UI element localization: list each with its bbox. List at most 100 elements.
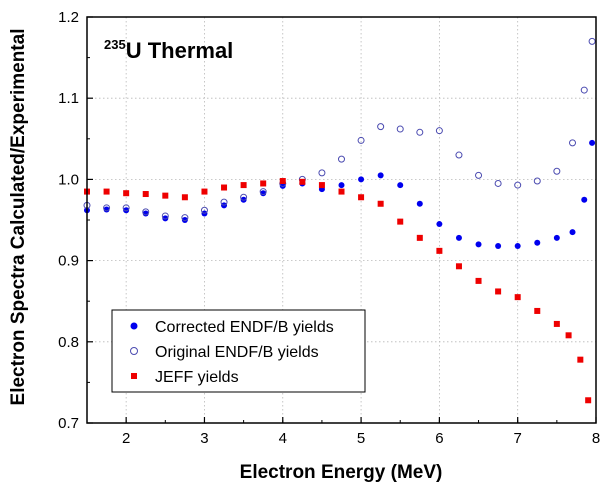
data-point	[569, 139, 577, 147]
legend-marker-original	[130, 347, 138, 355]
data-point	[577, 356, 584, 363]
data-point	[260, 180, 267, 187]
data-point	[475, 171, 483, 179]
data-point	[142, 191, 149, 198]
ticks: 2 3 4 5 6 7 8 0.7 0.8 0.9 1.0 1.1 1.2	[58, 9, 600, 447]
annotation-main: U Thermal	[126, 38, 234, 63]
data-point	[123, 207, 130, 214]
x-tick-label: 3	[200, 430, 208, 447]
x-tick-label: 4	[279, 430, 287, 447]
data-point	[181, 214, 189, 222]
data-point	[436, 247, 443, 254]
legend-marker-jeff	[131, 373, 137, 379]
data-point	[534, 307, 541, 314]
data-point	[435, 127, 443, 135]
data-point	[103, 188, 110, 195]
data-point	[377, 123, 385, 131]
legend-label-corrected: Corrected ENDF/B yields	[155, 319, 334, 336]
data-point	[514, 242, 521, 249]
data-point	[318, 182, 325, 189]
data-point	[240, 196, 247, 203]
data-point	[338, 182, 345, 189]
data-point	[161, 212, 169, 220]
data-point	[585, 397, 592, 404]
data-point	[122, 204, 130, 212]
data-point	[569, 229, 576, 236]
data-point	[534, 239, 541, 246]
legend-box	[111, 309, 366, 393]
data-point	[338, 155, 345, 163]
data-point	[436, 221, 443, 228]
data-point	[495, 288, 502, 295]
data-point	[279, 182, 286, 189]
data-point	[358, 176, 365, 183]
legend-marker-corrected	[130, 322, 138, 330]
data-point	[123, 190, 130, 197]
data-point	[553, 167, 561, 175]
data-point	[181, 194, 188, 201]
data-point	[475, 241, 482, 248]
x-tick-label: 8	[592, 430, 600, 447]
y-tick-label: 1.1	[58, 90, 79, 107]
data-point	[495, 242, 502, 249]
data-point	[279, 178, 286, 185]
data-point	[397, 218, 404, 225]
legend-label-jeff: JEFF yields	[155, 369, 239, 386]
x-tick-label: 6	[435, 430, 443, 447]
data-point	[377, 200, 384, 207]
data-point	[553, 234, 560, 241]
data-point	[377, 172, 384, 179]
data-point	[455, 263, 462, 270]
x-tick-label: 7	[514, 430, 522, 447]
data-point	[581, 196, 588, 203]
y-tick-label: 0.8	[58, 334, 79, 351]
data-point	[142, 208, 150, 216]
data-point	[588, 37, 596, 45]
legend: Corrected ENDF/B yields Original ENDF/B …	[111, 309, 366, 393]
annotation-superscript: 235	[104, 37, 126, 52]
data-point	[200, 206, 208, 214]
data-point	[397, 182, 404, 189]
series-2	[83, 37, 596, 222]
x-axis-title: Electron Energy (MeV)	[240, 462, 443, 483]
data-point	[553, 320, 560, 327]
data-point	[514, 294, 521, 301]
y-tick-label: 0.7	[58, 415, 79, 432]
data-point	[455, 234, 462, 241]
annotation-text: 235U Thermal	[104, 37, 233, 63]
data-point	[338, 188, 345, 195]
data-point	[533, 177, 541, 185]
data-point	[162, 215, 169, 222]
data-point	[299, 178, 306, 185]
data-point	[103, 204, 111, 212]
data-point	[396, 125, 404, 133]
data-point	[416, 200, 423, 207]
data-point	[494, 179, 502, 187]
data-point	[475, 277, 482, 284]
y-axis-title: Electron Spectra Calculated/Experimental	[8, 29, 29, 406]
data-point	[220, 198, 228, 206]
y-tick-label: 1.2	[58, 9, 79, 26]
y-tick-label: 0.9	[58, 253, 79, 270]
legend-label-original: Original ENDF/B yields	[155, 344, 319, 361]
data-point	[240, 182, 247, 189]
data-point	[416, 128, 424, 136]
data-point	[455, 151, 463, 159]
data-point	[589, 139, 596, 146]
data-point	[221, 184, 228, 191]
data-point	[259, 188, 267, 196]
data-point	[162, 192, 169, 199]
data-point	[357, 136, 365, 144]
data-point	[565, 332, 572, 339]
data-point	[580, 86, 588, 94]
data-point	[318, 169, 326, 177]
data-point	[181, 217, 188, 223]
x-tick-label: 5	[357, 430, 365, 447]
x-tick-label: 2	[122, 430, 130, 447]
y-tick-label: 1.0	[58, 171, 79, 188]
data-point	[416, 234, 423, 241]
data-point	[358, 194, 365, 201]
series-layer	[83, 37, 596, 404]
data-point	[240, 193, 248, 201]
